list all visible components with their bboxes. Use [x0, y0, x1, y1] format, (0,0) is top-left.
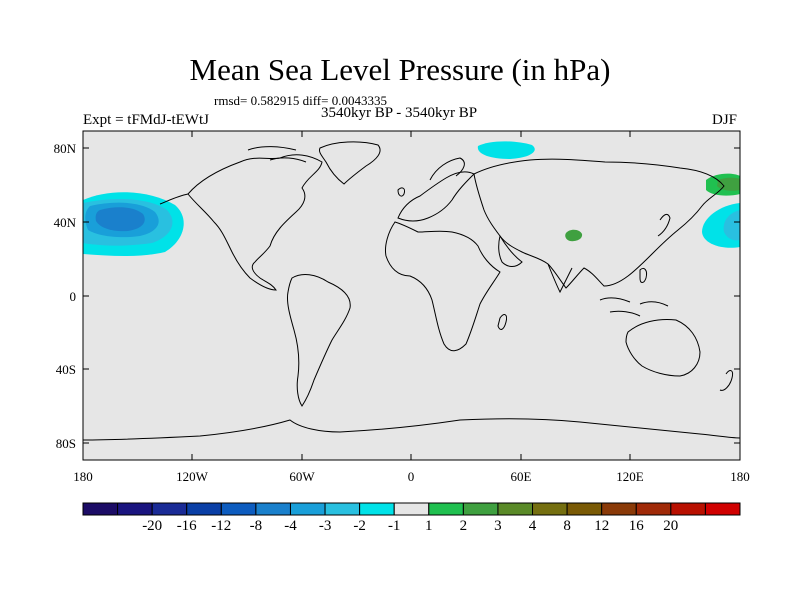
coastline-india: [547, 263, 573, 294]
colorbar-label: 16: [628, 518, 644, 534]
colorbar-label: -3: [318, 518, 332, 534]
colorbar-box: [82, 502, 119, 516]
coastline-asia: [473, 158, 725, 289]
colorbar-label: 3: [494, 518, 502, 534]
coastline-indonesia: [599, 297, 669, 317]
lat-tick-label: 0: [69, 289, 77, 304]
colorbar-box: [393, 502, 430, 516]
colorbar-label: 20: [663, 518, 679, 534]
lon-tick-label: 180: [73, 469, 93, 484]
coastline-south-america: [287, 274, 351, 407]
coastlines: [83, 141, 740, 441]
lat-tick-label: 40N: [53, 215, 76, 230]
coastline-philippines: [639, 267, 647, 283]
coastline-new-zealand: [719, 370, 733, 391]
colorbar-label: 1: [425, 518, 433, 534]
colorbar-box: [151, 502, 188, 516]
colorbar-box: [497, 502, 534, 516]
coastline-japan: [657, 213, 671, 237]
colorbar-label: -1: [387, 518, 401, 534]
axis-ticks: [83, 131, 740, 460]
coastline-alaska: [159, 193, 189, 205]
coastline-antarctica: [83, 418, 740, 441]
anomaly-tibet: [565, 229, 583, 242]
colorbar-box: [324, 502, 361, 516]
lon-tick-label: 120E: [616, 469, 644, 484]
chart-title: Mean Sea Level Pressure (in hPa): [189, 52, 611, 87]
lon-tick-label: 0: [407, 469, 415, 484]
anomaly-arctic: [477, 141, 535, 159]
lat-tick-label: 80N: [53, 141, 76, 156]
colorbar-box: [704, 502, 741, 516]
lon-tick-label: 180: [730, 469, 750, 484]
colorbar-box: [462, 502, 499, 516]
lat-tick-label: 80S: [55, 436, 76, 451]
colorbar-label: -12: [211, 518, 232, 534]
colorbar-box: [220, 502, 257, 516]
coastline-madagascar: [497, 314, 507, 330]
colorbar-box: [566, 502, 603, 516]
colorbar-label: -2: [353, 518, 366, 534]
colorbar-label: -20: [142, 518, 163, 534]
colorbar-box: [428, 502, 464, 516]
colorbar-box: [359, 502, 395, 516]
coastline-australia: [625, 319, 701, 377]
colorbar-box: [635, 502, 672, 516]
colorbar-label: 8: [563, 518, 571, 534]
coastline-north-america: [187, 154, 323, 291]
colorbar-box: [117, 502, 153, 516]
colorbar-label: -16: [176, 518, 197, 534]
colorbar-box: [601, 502, 637, 516]
coastline-arabia: [498, 234, 523, 267]
anomaly-northwest-pacific-core: [723, 210, 740, 241]
lon-tick-label: 60W: [289, 469, 315, 484]
colorbar-label: -4: [284, 518, 297, 534]
coastline-greenland: [319, 141, 381, 185]
colorbar-box: [289, 502, 326, 516]
colorbar-label: -8: [249, 518, 263, 534]
coastline-europe-africa: [385, 221, 501, 352]
colorbar-box: [670, 502, 706, 516]
season-label: DJF: [712, 112, 738, 128]
coastline-british-isles: [397, 187, 405, 197]
colorbar-label: 12: [594, 518, 610, 534]
anomaly-north-pacific-core: [95, 207, 145, 232]
stats-line: rmsd= 0.582915 diff= 0.0043335: [214, 93, 387, 108]
colorbar-label: 2: [459, 518, 468, 534]
lat-tick-label: 40S: [55, 362, 76, 377]
colorbar-box: [255, 502, 291, 516]
pressure-anomaly-layer: [83, 141, 740, 256]
colorbar-label: 4: [528, 518, 537, 534]
colorbar-box: [186, 502, 222, 516]
lon-tick-label: 120W: [176, 469, 208, 484]
experiment-label: Expt = tFMdJ-tEWtJ: [83, 112, 209, 128]
lon-tick-label: 60E: [510, 469, 532, 484]
coastline-scandinavia: [429, 157, 465, 181]
colorbar-box: [532, 502, 568, 516]
coastline-arctic-islands: [247, 146, 307, 163]
map-background: [83, 131, 740, 460]
period-label: 3540kyr BP - 3540kyr BP: [321, 105, 478, 121]
